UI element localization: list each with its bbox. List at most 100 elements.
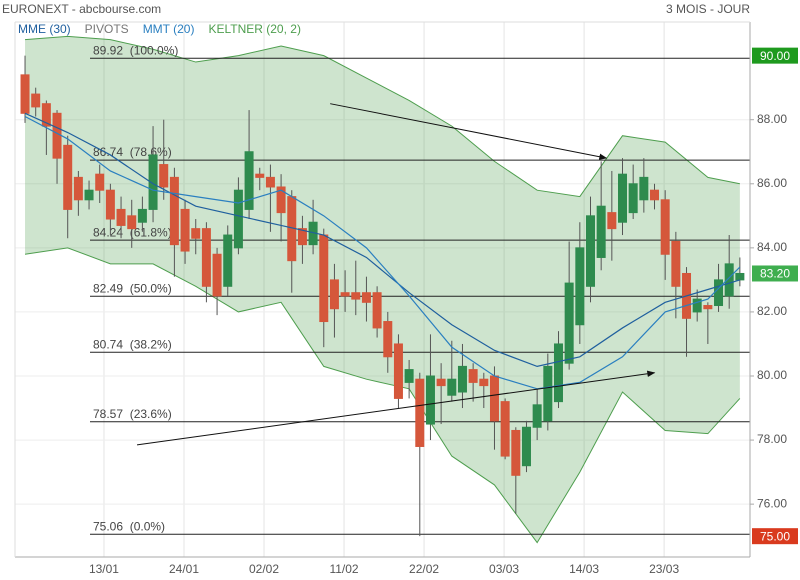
candle-body xyxy=(479,378,489,387)
price-box xyxy=(752,47,798,64)
candle-body xyxy=(319,234,329,323)
x-tick-label: 02/02 xyxy=(249,562,279,576)
price-box-label: 75.00 xyxy=(760,529,790,543)
candle-body xyxy=(618,173,628,223)
pivot-label: 89.92 (100.0%) xyxy=(93,43,178,57)
candle-body xyxy=(127,215,137,230)
candle-body xyxy=(223,234,233,287)
keltner-upper xyxy=(24,35,740,198)
legend-item: KELTNER (20, 2) xyxy=(208,22,300,36)
price-box-label: 83.20 xyxy=(760,267,790,281)
candle-body xyxy=(714,279,724,307)
candle-body xyxy=(255,173,265,178)
x-tick-label: 23/03 xyxy=(649,562,679,576)
candle-body xyxy=(73,176,83,201)
candle-body xyxy=(468,369,478,383)
candle-body xyxy=(724,263,734,297)
candle-body xyxy=(84,189,94,201)
candle-body xyxy=(276,186,286,214)
x-tick-label: 13/01 xyxy=(89,562,119,576)
candle-body xyxy=(351,292,361,300)
price-box xyxy=(752,265,798,282)
candle-body xyxy=(607,212,617,230)
candle-body xyxy=(116,208,126,226)
candle-body xyxy=(297,228,307,246)
y-tick-label: 76.00 xyxy=(757,496,787,510)
y-tick-label: 82.00 xyxy=(757,304,787,318)
chart-subtitle: 3 MOIS - JOUR xyxy=(666,2,750,16)
candle-body xyxy=(660,199,670,255)
candle-body xyxy=(383,321,393,358)
trend-arrow xyxy=(136,370,656,446)
candle-body xyxy=(393,343,403,399)
candle-body xyxy=(457,365,467,393)
x-tick-label: 24/01 xyxy=(169,562,199,576)
candle-body xyxy=(212,253,222,297)
keltner-lower xyxy=(24,247,741,544)
candle-body xyxy=(159,164,169,188)
candle-body xyxy=(596,205,606,258)
candle-body xyxy=(703,305,713,310)
candle-body xyxy=(553,343,563,403)
candle-body xyxy=(20,74,30,114)
y-tick-label: 88.00 xyxy=(757,112,787,126)
y-tick-label: 86.00 xyxy=(757,176,787,190)
pivot-label: 78.57 (23.6%) xyxy=(93,407,172,421)
candle-body xyxy=(671,240,681,287)
pivot-label: 80.74 (38.2%) xyxy=(93,337,172,351)
candle-body xyxy=(63,144,73,210)
candle-body xyxy=(425,375,435,425)
candle-body xyxy=(447,378,457,396)
candle-body xyxy=(511,429,521,476)
candle-body xyxy=(372,292,382,329)
price-box xyxy=(752,528,798,545)
candle-body xyxy=(735,272,745,281)
candle-body xyxy=(585,215,595,287)
candle-body xyxy=(180,208,190,252)
candle-body xyxy=(169,176,179,246)
candle-body xyxy=(148,154,158,210)
candle-body xyxy=(340,292,350,297)
candle-body xyxy=(650,189,660,201)
y-tick-label: 84.00 xyxy=(757,240,787,254)
legend-item: MME (30) xyxy=(18,22,71,36)
moving-average xyxy=(24,112,741,368)
candle-body xyxy=(692,298,702,313)
candle-body xyxy=(361,292,371,303)
legend-item: MMT (20) xyxy=(143,22,195,36)
keltner-band xyxy=(25,36,740,543)
candle-body xyxy=(628,183,638,214)
candle-body xyxy=(201,228,211,287)
candle-body xyxy=(137,208,147,223)
candle-body xyxy=(244,151,254,210)
candle-body xyxy=(500,401,510,457)
candle-body xyxy=(329,279,339,310)
moving-average xyxy=(24,115,741,390)
chart-title: EURONEXT - abcbourse.com xyxy=(2,2,161,16)
candle-body xyxy=(233,189,243,249)
y-tick-label: 80.00 xyxy=(757,368,787,382)
y-tick-label: 78.00 xyxy=(757,432,787,446)
candle-body xyxy=(404,369,414,383)
pivot-label: 84.24 (61.8%) xyxy=(93,225,172,239)
price-box-label: 90.00 xyxy=(760,49,790,63)
candle-body xyxy=(532,404,542,428)
candle-body xyxy=(575,247,585,326)
candle-body xyxy=(543,365,553,422)
candle-body xyxy=(41,103,51,127)
candle-body xyxy=(95,173,105,191)
candle-body xyxy=(191,228,201,239)
x-tick-label: 03/03 xyxy=(489,562,519,576)
x-tick-label: 22/02 xyxy=(409,562,439,576)
candle-body xyxy=(265,176,275,188)
x-tick-label: 14/03 xyxy=(569,562,599,576)
legend-item: PIVOTS xyxy=(85,22,129,36)
pivot-label: 75.06 (0.0%) xyxy=(93,519,165,533)
candle-body xyxy=(31,93,41,108)
trend-arrow xyxy=(330,103,608,160)
candle-body xyxy=(105,189,115,220)
candle-body xyxy=(415,378,425,447)
candle-body xyxy=(564,282,574,364)
